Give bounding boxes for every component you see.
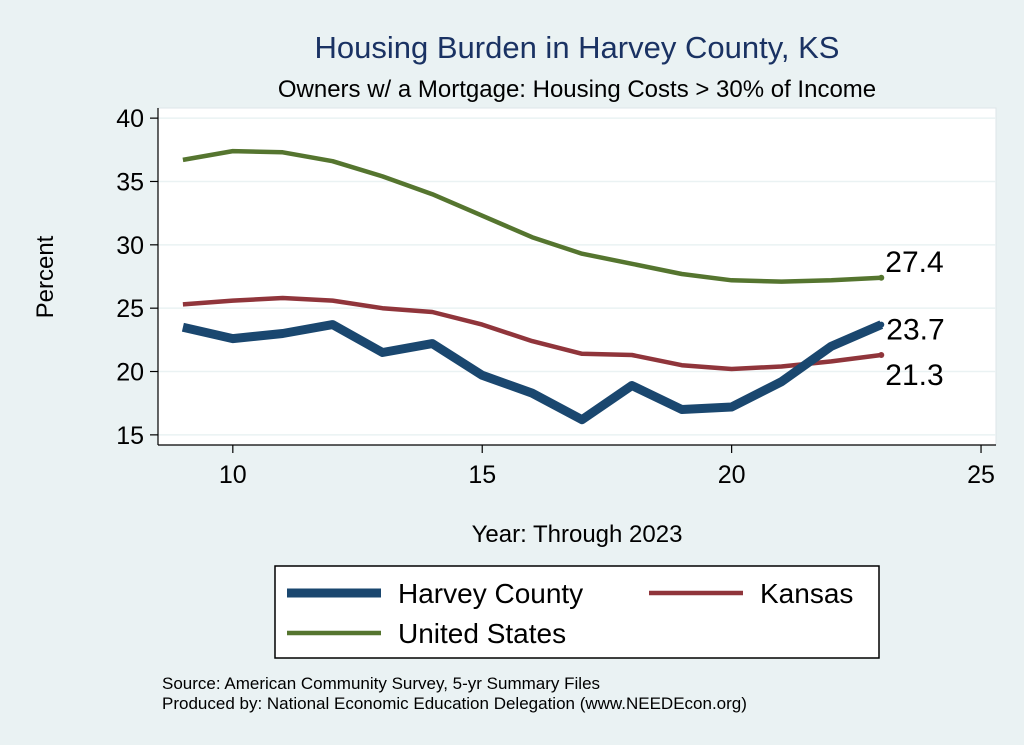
legend-label-0: Harvey County <box>398 578 583 609</box>
legend-label-1: Kansas <box>760 578 853 609</box>
y-axis-label: Percent <box>32 235 59 318</box>
legend <box>274 565 880 659</box>
x-tick-label: 25 <box>967 461 995 489</box>
plot-area <box>157 107 997 446</box>
y-tick-label: 40 <box>116 105 144 133</box>
legend-items: Harvey County Kansas United States <box>287 578 853 649</box>
x-tick-label: 20 <box>718 461 746 489</box>
y-tick-label: 15 <box>116 422 144 450</box>
y-tick-label: 20 <box>116 359 144 387</box>
chart-subtitle: Owners w/ a Mortgage: Housing Costs > 30… <box>278 76 876 103</box>
chart-title: Housing Burden in Harvey County, KS <box>315 30 840 65</box>
y-tick-label: 30 <box>116 232 144 260</box>
x-tick-label: 15 <box>468 461 496 489</box>
source-line-1: Source: American Community Survey, 5-yr … <box>162 674 600 693</box>
source-line-2: Produced by: National Economic Education… <box>162 694 747 713</box>
series-line-2 <box>182 148 882 284</box>
end-label-1: 21.3 <box>885 359 943 392</box>
series-end-marker-1 <box>878 352 885 359</box>
series-end-marker-2 <box>878 274 885 281</box>
end-label-2: 27.4 <box>885 246 943 279</box>
y-tick-label: 25 <box>116 295 144 323</box>
end-labels: 23.7 21.3 27.4 <box>885 246 944 392</box>
end-label-0: 23.7 <box>886 314 944 347</box>
grid-lines <box>158 117 996 436</box>
series-end-marker-0 <box>878 321 885 328</box>
series-lines <box>181 148 885 425</box>
legend-label-2: United States <box>398 618 566 649</box>
series-line-1 <box>182 295 882 372</box>
x-tick-label: 10 <box>219 461 247 489</box>
y-tick-label: 35 <box>116 168 144 196</box>
axes: 15 20 25 30 35 40 10 15 20 25 <box>116 105 996 489</box>
x-axis-label: Year: Through 2023 <box>472 521 683 548</box>
series-line-0 <box>181 320 884 425</box>
